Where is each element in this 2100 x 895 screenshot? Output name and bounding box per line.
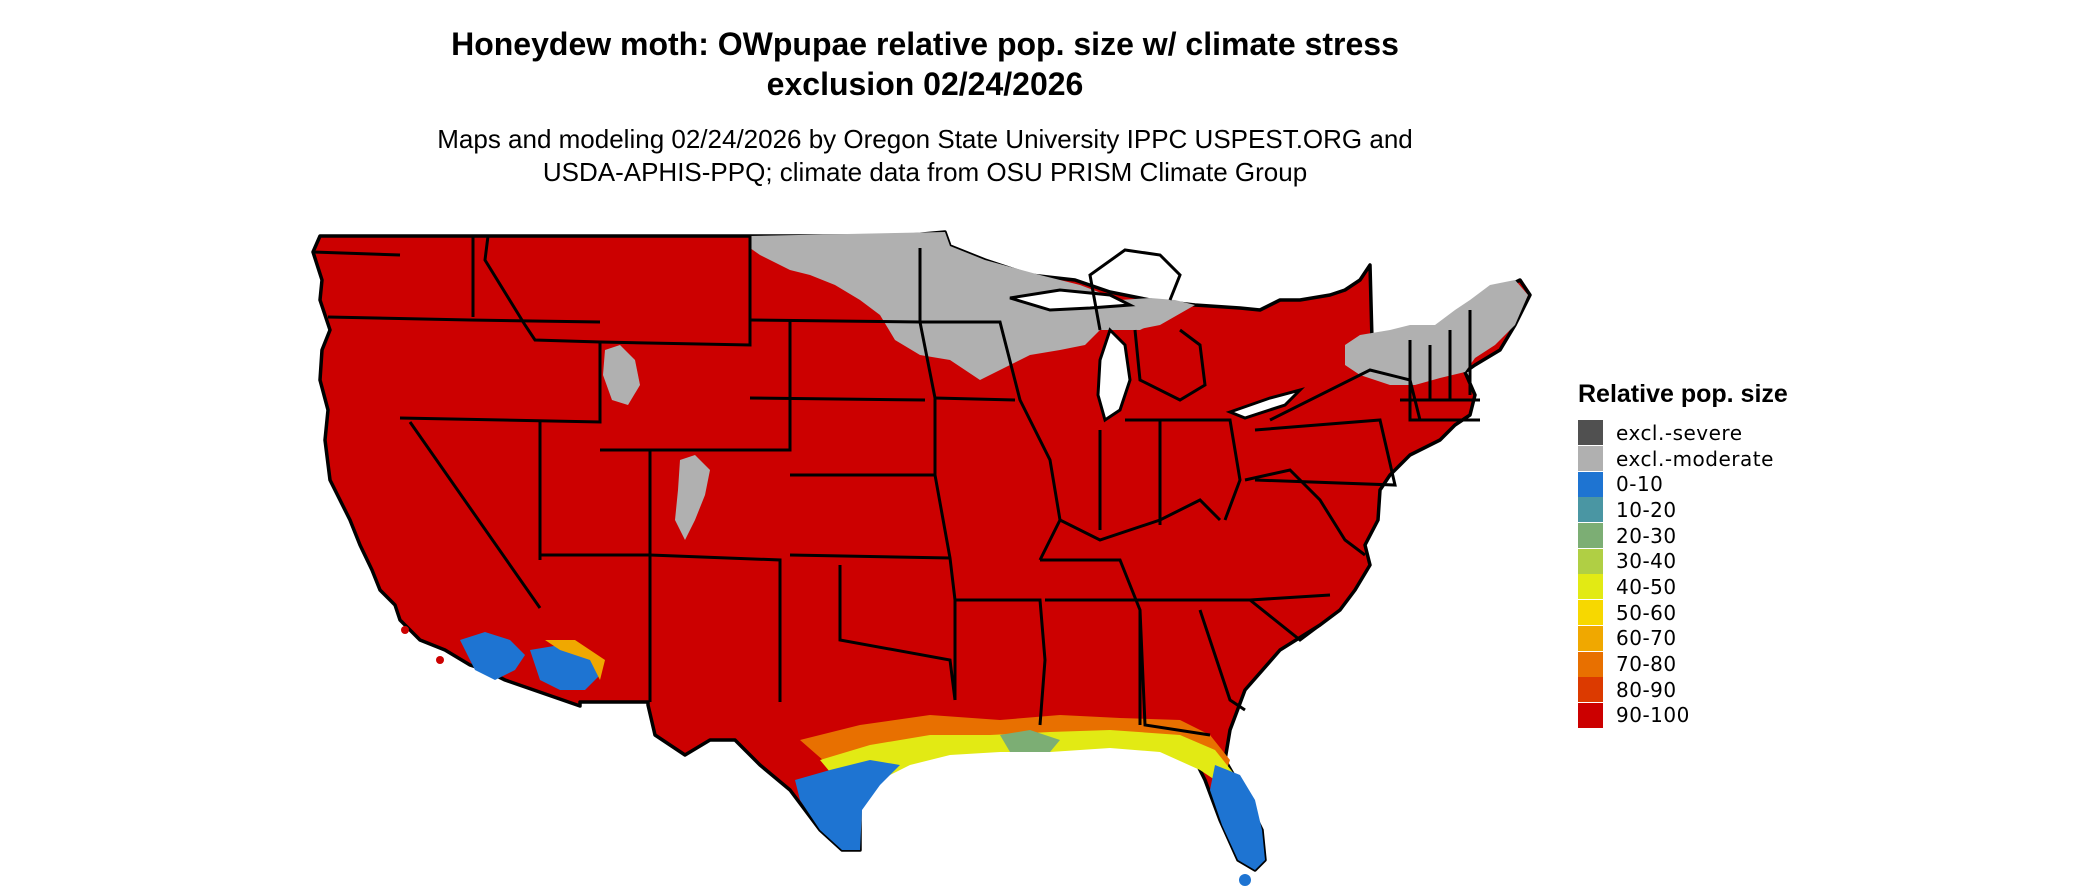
excl-colorado-mtn — [675, 455, 710, 540]
excl-michigan-upper — [1120, 298, 1195, 330]
legend-item: 0-10 — [1578, 471, 1788, 497]
excl-northeast — [1345, 280, 1528, 385]
legend-item: excl.-severe — [1578, 420, 1788, 446]
legend-swatch — [1578, 702, 1603, 728]
lake-michigan — [1096, 327, 1132, 423]
legend-swatch — [1578, 446, 1603, 472]
legend-label: 50-60 — [1616, 600, 1677, 625]
legend-item: 90-100 — [1578, 702, 1788, 729]
title-line-2: exclusion 02/24/2026 — [766, 66, 1084, 102]
legend-label: 30-40 — [1616, 549, 1677, 574]
legend-item: 80-90 — [1578, 677, 1788, 703]
legend-swatch — [1578, 625, 1603, 651]
state-borders — [312, 235, 1480, 737]
legend-label: 10-20 — [1616, 497, 1677, 522]
legend-swatch — [1578, 548, 1603, 574]
legend-swatch — [1578, 600, 1603, 626]
legend-swatch — [1578, 574, 1603, 600]
gulf-green-band — [1000, 730, 1060, 752]
legend-item: 40-50 — [1578, 574, 1788, 600]
legend-label: 60-70 — [1616, 626, 1677, 651]
subtitle-line-1: Maps and modeling 02/24/2026 by Oregon S… — [437, 124, 1413, 154]
legend-item: 30-40 — [1578, 548, 1788, 574]
coastal-speck — [1239, 874, 1251, 886]
legend-swatch — [1578, 471, 1603, 497]
legend-swatch — [1578, 523, 1603, 549]
legend-label: excl.-moderate — [1616, 446, 1774, 471]
socal-blue — [460, 632, 525, 680]
legend-label: 20-30 — [1616, 523, 1677, 548]
excl-wyoming-mtn — [603, 345, 640, 405]
legend: Relative pop. size excl.-severe excl.-mod… — [1578, 378, 1788, 728]
lake-erie — [1225, 387, 1306, 420]
legend-item: 60-70 — [1578, 625, 1788, 652]
map-title: Honeydew moth: OWpupae relative pop. siz… — [350, 24, 1500, 104]
legend-swatch — [1578, 497, 1603, 523]
legend-item: 20-30 — [1578, 523, 1788, 549]
legend-swatch — [1578, 420, 1603, 446]
legend-label: excl.-severe — [1616, 420, 1743, 445]
us-map — [311, 230, 1532, 886]
coastal-speck — [401, 626, 409, 634]
excl-north-central — [750, 232, 1175, 380]
legend-item: excl.-moderate — [1578, 446, 1788, 472]
florida-blue — [1210, 765, 1265, 870]
legend-swatch — [1578, 651, 1603, 677]
title-line-1: Honeydew moth: OWpupae relative pop. siz… — [451, 26, 1399, 62]
legend-label: 80-90 — [1616, 677, 1677, 702]
coastal-speck — [436, 656, 444, 664]
legend-label: 40-50 — [1616, 574, 1677, 599]
subtitle-line-2: USDA-APHIS-PPQ; climate data from OSU PR… — [542, 157, 1308, 187]
lake-superior — [1009, 288, 1136, 312]
legend-swatch — [1578, 677, 1603, 703]
legend-item: 10-20 — [1578, 497, 1788, 523]
legend-title: Relative pop. size — [1578, 380, 1788, 408]
gulf-yellow-band — [820, 730, 1235, 790]
legend-item: 70-80 — [1578, 651, 1788, 677]
legend-label: 90-100 — [1616, 703, 1690, 728]
legend-item: 50-60 — [1578, 600, 1788, 626]
texas-blue — [795, 760, 900, 850]
map-subtitle: Maps and modeling 02/24/2026 by Oregon S… — [350, 123, 1500, 189]
legend-rows: excl.-severe excl.-moderate 0-10 10-20 20-30… — [1578, 420, 1788, 728]
az-yellow — [545, 640, 605, 680]
legend-label: 0-10 — [1616, 472, 1664, 497]
legend-label: 70-80 — [1616, 652, 1677, 677]
